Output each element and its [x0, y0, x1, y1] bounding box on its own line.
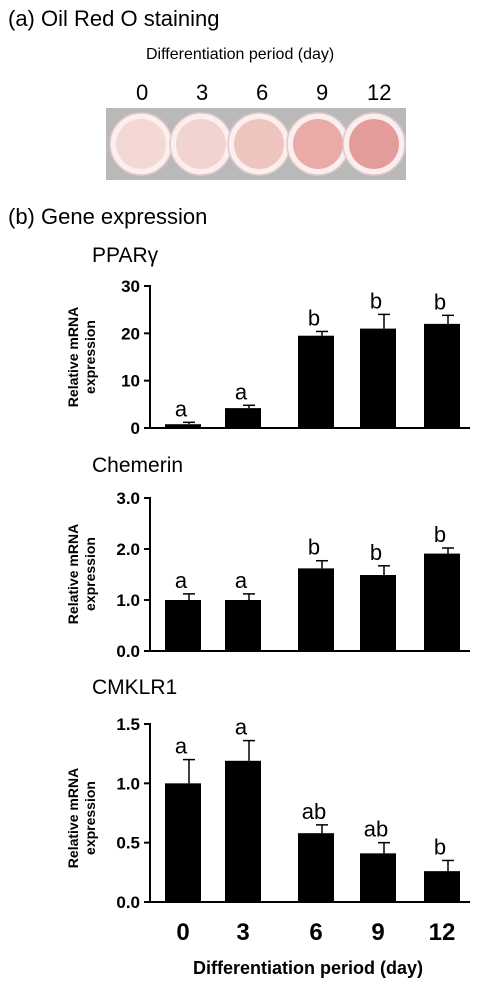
- x-tick-label: 9: [371, 919, 384, 946]
- y-tick-label: 0: [131, 419, 140, 438]
- significance-letter: b: [434, 289, 446, 314]
- significance-letter: b: [434, 834, 446, 859]
- bar-day-9: [360, 328, 396, 428]
- y-axis-label: Relative mRNAexpression: [65, 307, 98, 407]
- dish-stain-9: [293, 119, 343, 169]
- x-axis-label: Differentiation period (day): [193, 958, 423, 978]
- y-tick-label: 30: [121, 277, 140, 296]
- significance-letter: b: [370, 288, 382, 313]
- bar-day-12: [424, 323, 460, 428]
- panel-a-subtitle: Differentiation period (day): [146, 46, 335, 63]
- y-tick-label: 20: [121, 324, 140, 343]
- significance-letter: a: [175, 568, 188, 593]
- day-label-6: 6: [256, 80, 269, 105]
- ppar-chart: 0 10 20 30 Relative mRNAexpression a a b b b: [65, 277, 470, 438]
- x-tick-label: 12: [429, 919, 456, 946]
- dish-stain-12: [349, 119, 399, 169]
- panel-a-title: (a) Oil Red O staining: [8, 6, 220, 31]
- bar-day-3: [225, 600, 261, 651]
- panel-b-title: (b) Gene expression: [8, 204, 208, 229]
- chart-title-ppar: PPARγ: [92, 244, 159, 267]
- significance-letter: ab: [364, 817, 388, 842]
- bar-day-12: [424, 553, 460, 651]
- bar-day-6: [298, 568, 334, 651]
- significance-letter: a: [235, 379, 248, 404]
- bar-day-12: [424, 871, 460, 902]
- dish-stain-6: [234, 119, 284, 169]
- significance-letter: a: [235, 568, 248, 593]
- y-tick-label: 0.0: [116, 893, 140, 912]
- bar-day-6: [298, 335, 334, 428]
- y-axis-label: Relative mRNAexpression: [65, 524, 98, 624]
- bar-day-6: [298, 833, 334, 902]
- y-tick-label: 10: [121, 372, 140, 391]
- bar-day-0: [165, 783, 201, 902]
- x-tick-label: 3: [236, 919, 249, 946]
- y-axis-label: Relative mRNAexpression: [65, 768, 98, 868]
- significance-letter: a: [175, 734, 188, 759]
- bar-day-3: [225, 760, 261, 902]
- day-label-12: 12: [367, 80, 392, 105]
- chart-title-cmklr1: CMKLR1: [92, 676, 178, 699]
- bar-day-0: [165, 600, 201, 651]
- chemerin-chart: 0.0 1.0 2.0 3.0 Relative mRNAexpression a a b b b: [65, 489, 470, 661]
- x-tick-label: 0: [176, 919, 189, 946]
- cmklr1-chart: 0.0 0.5 1.0 1.5 Relative mRNAexpression a a ab a…: [65, 715, 470, 978]
- dish-stain-0: [116, 119, 166, 169]
- day-label-0: 0: [136, 80, 149, 105]
- day-label-9: 9: [316, 80, 329, 105]
- day-label-3: 3: [196, 80, 209, 105]
- y-tick-label: 0.0: [116, 642, 140, 661]
- significance-letter: b: [370, 540, 382, 565]
- y-tick-label: 2.0: [116, 540, 140, 559]
- significance-letter: b: [308, 305, 320, 330]
- significance-letter: b: [434, 522, 446, 547]
- y-tick-label: 1.0: [116, 774, 140, 793]
- bar-day-3: [225, 408, 261, 428]
- bar-day-0: [165, 424, 201, 428]
- significance-letter: b: [308, 535, 320, 560]
- significance-letter: a: [175, 396, 188, 421]
- bar-day-9: [360, 853, 396, 902]
- x-tick-label: 6: [309, 919, 322, 946]
- bar-day-9: [360, 575, 396, 651]
- y-tick-label: 1.5: [116, 715, 140, 734]
- significance-letter: ab: [302, 799, 326, 824]
- culture-dish-photo: [106, 108, 406, 180]
- chart-title-chemerin: Chemerin: [92, 454, 184, 477]
- significance-letter: a: [235, 715, 248, 740]
- y-tick-label: 0.5: [116, 834, 140, 853]
- y-tick-label: 1.0: [116, 591, 140, 610]
- dish-stain-3: [176, 119, 226, 169]
- y-tick-label: 3.0: [116, 489, 140, 508]
